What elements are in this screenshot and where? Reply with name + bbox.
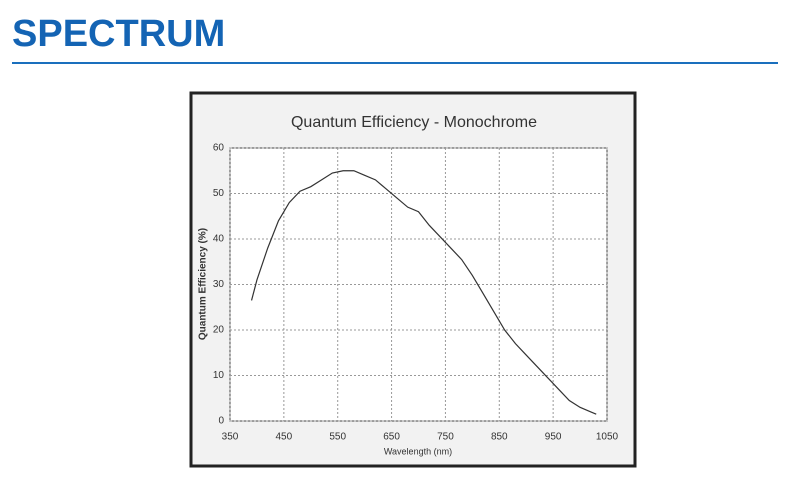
y-tick-label: 10 xyxy=(213,370,225,381)
y-tick-label: 60 xyxy=(213,143,225,154)
x-tick-label: 850 xyxy=(491,432,508,443)
data-line xyxy=(250,170,597,415)
page-title: SPECTRUM xyxy=(12,13,225,55)
x-tick-label: 350 xyxy=(222,432,239,443)
x-tick-label: 550 xyxy=(329,432,346,443)
y-tick-label: 30 xyxy=(213,279,225,290)
x-tick-label: 950 xyxy=(545,432,562,443)
x-tick-label: 1050 xyxy=(596,432,619,443)
y-tick-label: 20 xyxy=(213,325,225,336)
x-tick-label: 650 xyxy=(383,432,400,443)
y-axis-label: Quantum Efficiency (%) xyxy=(198,228,209,340)
y-tick-label: 40 xyxy=(213,234,225,245)
y-tick-label: 0 xyxy=(218,416,224,427)
chart-title: Quantum Efficiency - Monochrome xyxy=(291,114,537,131)
x-tick-label: 450 xyxy=(276,432,293,443)
x-axis-label: Wavelength (nm) xyxy=(384,446,452,456)
x-tick-label: 750 xyxy=(437,432,454,443)
y-tick-label: 50 xyxy=(213,188,225,199)
